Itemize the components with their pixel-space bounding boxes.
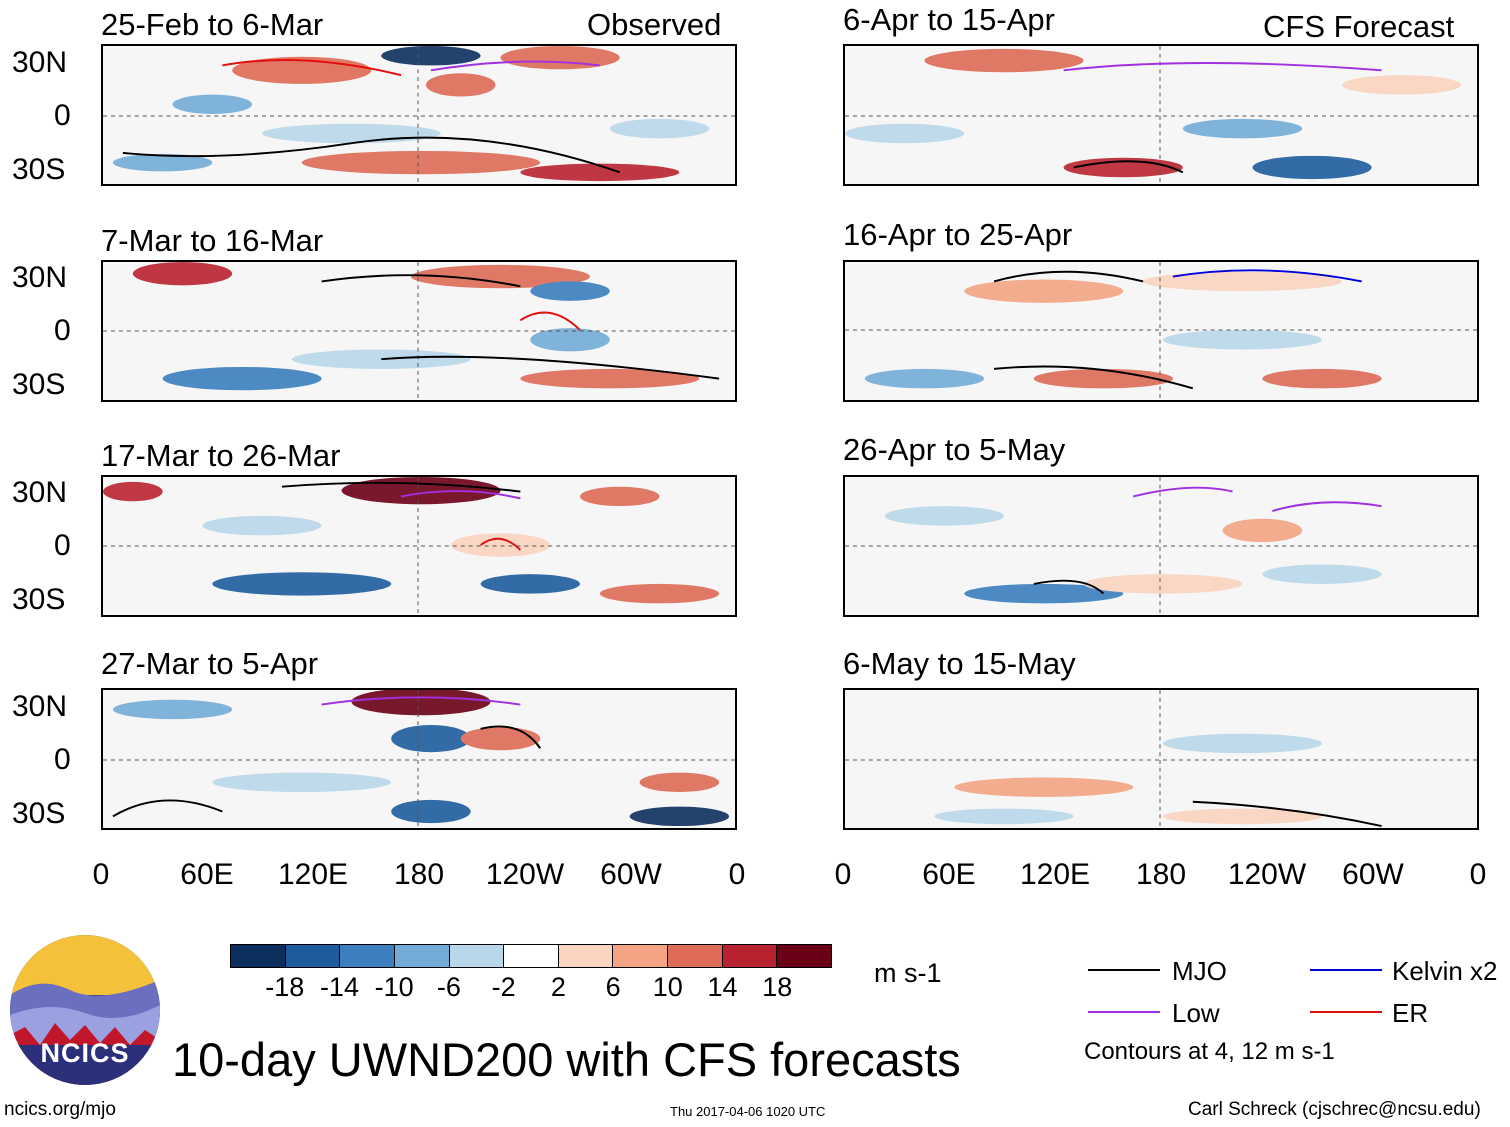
legend-kelvin-label: Kelvin x2 [1392, 956, 1498, 986]
colorbar-swatch [339, 945, 394, 967]
panel-date-6: 16-Apr to 25-Apr [843, 217, 1073, 252]
footer-timestamp: Thu 2017-04-06 1020 UTC [670, 1104, 826, 1119]
colorbar-tick-label: 2 [550, 972, 566, 1002]
lon-tick-180: 180 [1135, 858, 1187, 891]
colorbar-tick-label: 14 [707, 972, 738, 1002]
footer-url: ncics.org/mjo [4, 1099, 116, 1120]
lon-tick-60w: 60W [600, 858, 662, 891]
colorbar-swatch [776, 945, 832, 967]
panel-date-3: 17-Mar to 26-Mar [101, 438, 341, 473]
lon-tick-0: 0 [92, 858, 110, 891]
lat-tick-30n: 30N [12, 46, 68, 79]
colorbar-tick-label: -18 [265, 972, 305, 1002]
legend-low-label: Low [1172, 998, 1220, 1028]
lat-tick-0: 0 [54, 314, 71, 347]
lon-tick-120w: 120W [485, 858, 565, 891]
ncics-logo: NCICS [10, 935, 160, 1085]
panel-date-1: 25-Feb to 6-Mar [101, 7, 324, 42]
lat-tick-30s: 30S [12, 583, 66, 616]
lon-tick-60w: 60W [1342, 858, 1404, 891]
main-title: 10-day UWND200 with CFS forecasts [172, 1033, 961, 1086]
lon-tick-120w: 120W [1227, 858, 1307, 891]
panel-tag-cfs-forecast: CFS Forecast [1263, 9, 1455, 44]
panel-date-2: 7-Mar to 16-Mar [101, 223, 324, 258]
colorbar-tick-label: -10 [374, 972, 414, 1002]
colorbar-tick-label: 10 [652, 972, 683, 1002]
panel-date-4: 27-Mar to 5-Apr [101, 646, 319, 681]
logo-text: NCICS [40, 1038, 130, 1068]
colorbar [230, 944, 832, 968]
map-panel-observed-2 [101, 260, 737, 402]
map-panel-observed-1 [101, 44, 737, 186]
lat-tick-0: 0 [54, 743, 71, 776]
panel-date-5: 6-Apr to 15-Apr [843, 2, 1055, 37]
colorbar-swatch [448, 945, 504, 967]
lat-tick-30n: 30N [12, 690, 68, 723]
lat-tick-0: 0 [54, 529, 71, 562]
lat-tick-30s: 30S [12, 368, 66, 401]
colorbar-swatch [667, 945, 722, 967]
legend-er-line [1310, 1011, 1382, 1013]
panel-tag-observed: Observed [587, 7, 722, 42]
lon-tick-0-end: 0 [728, 858, 746, 891]
colorbar-units: m s-1 [874, 958, 942, 988]
colorbar-tick-label: -6 [436, 972, 461, 1002]
lon-tick-0: 0 [834, 858, 852, 891]
map-panel-observed-3 [101, 475, 737, 617]
colorbar-swatch [393, 945, 449, 967]
colorbar-tick-label: 18 [762, 972, 793, 1002]
panel-date-8: 6-May to 15-May [843, 646, 1076, 681]
lon-tick-180: 180 [393, 858, 445, 891]
colorbar-tick-label: -2 [491, 972, 516, 1002]
contours-note: Contours at 4, 12 m s-1 [1084, 1038, 1335, 1065]
colorbar-swatch [503, 945, 558, 967]
map-panel-forecast-1 [843, 44, 1479, 186]
map-panel-forecast-4 [843, 688, 1479, 830]
legend-mjo-label: MJO [1172, 956, 1227, 986]
colorbar-swatch [612, 945, 668, 967]
colorbar-swatch [557, 945, 613, 967]
colorbar-swatch [721, 945, 777, 967]
lon-tick-0-end: 0 [1469, 858, 1487, 891]
map-panel-observed-4 [101, 688, 737, 830]
map-panel-forecast-3 [843, 475, 1479, 617]
legend-kelvin-line [1310, 969, 1382, 971]
lat-tick-0: 0 [54, 99, 71, 132]
colorbar-swatch [284, 945, 340, 967]
panel-date-7: 26-Apr to 5-May [843, 432, 1066, 467]
lat-tick-30n: 30N [12, 261, 68, 294]
colorbar-swatch [231, 945, 285, 967]
lon-tick-60e: 60E [922, 858, 976, 891]
colorbar-tick-label: -14 [319, 972, 359, 1002]
legend-er-label: ER [1392, 998, 1429, 1028]
colorbar-tick-label: 6 [605, 972, 621, 1002]
lat-tick-30n: 30N [12, 476, 68, 509]
footer-author: Carl Schreck (cjschrec@ncsu.edu) [1188, 1099, 1481, 1120]
map-panel-forecast-2 [843, 260, 1479, 402]
lat-tick-30s: 30S [12, 797, 66, 830]
lon-tick-120e: 120E [277, 858, 349, 891]
legend-mjo-line [1088, 969, 1160, 971]
lon-tick-120e: 120E [1019, 858, 1091, 891]
legend-low-line [1088, 1011, 1160, 1013]
lat-tick-30s: 30S [12, 153, 66, 186]
lon-tick-60e: 60E [180, 858, 234, 891]
